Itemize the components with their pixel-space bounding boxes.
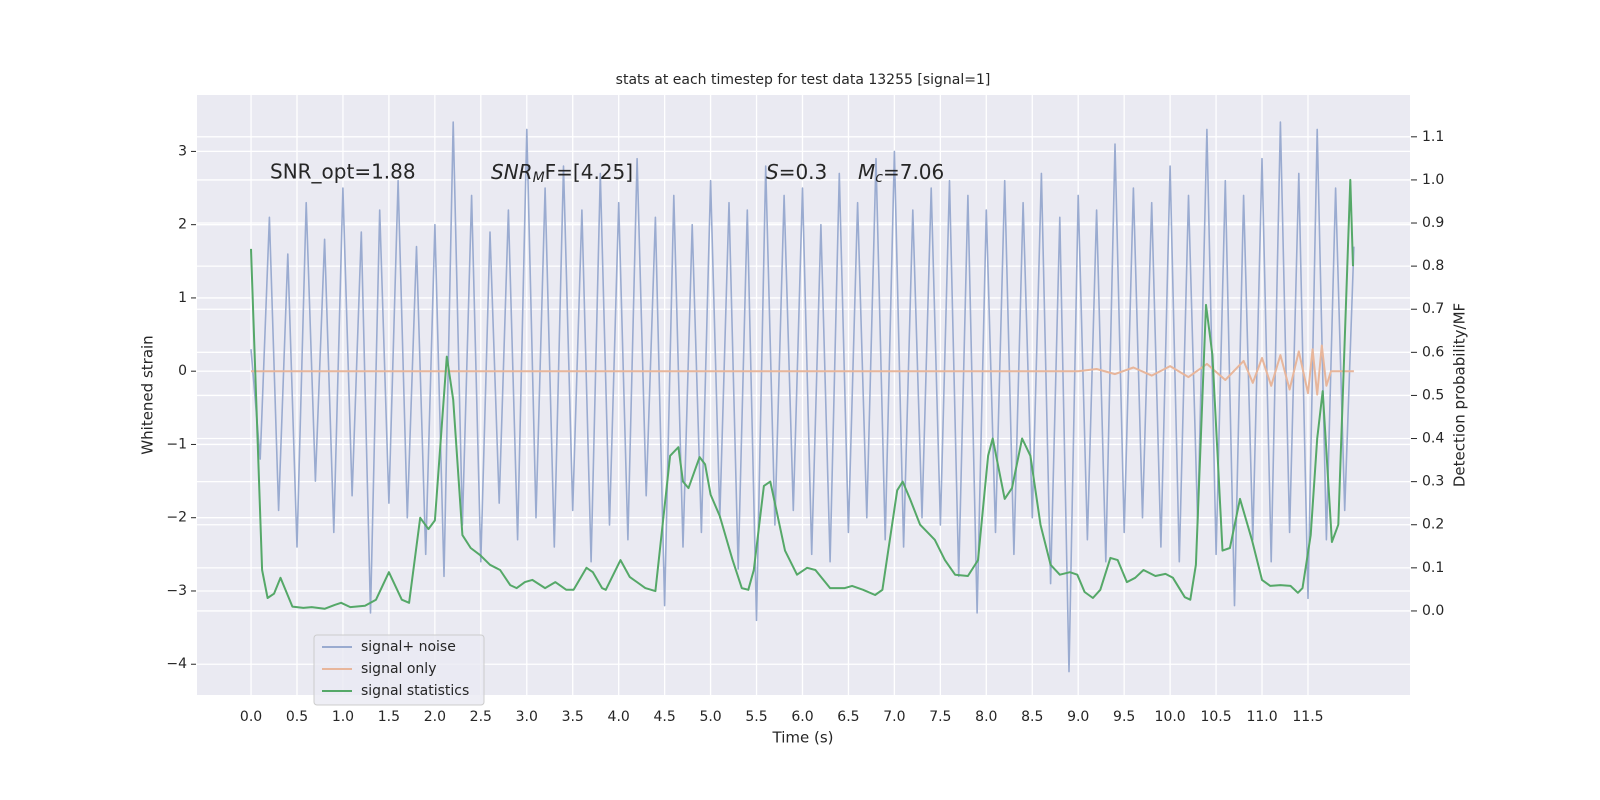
annotation: Mc=7.06 xyxy=(858,160,944,187)
chart-title: stats at each timestep for test data 132… xyxy=(616,72,991,88)
y2-tick-label: 0.6 xyxy=(1422,344,1444,360)
y2-tick-label: 0.7 xyxy=(1422,301,1444,317)
annotation-rest: =7.06 xyxy=(883,160,944,184)
y2-tick-label: 0.5 xyxy=(1422,387,1444,403)
y2-tick-label: 1.0 xyxy=(1422,172,1444,188)
y-tick-label: −4 xyxy=(166,656,187,672)
legend-label: signal statistics xyxy=(361,683,469,699)
y2-tick-label: 1.1 xyxy=(1422,129,1444,145)
x-tick-label: 1.0 xyxy=(332,709,354,725)
x-tick-label: 10.5 xyxy=(1200,709,1231,725)
annotation-base: SNR xyxy=(491,160,533,184)
x-tick-label: 9.0 xyxy=(1067,709,1089,725)
x-axis-label: Time (s) xyxy=(772,729,834,747)
legend-label: signal+ noise xyxy=(361,639,456,655)
annotation: S=0.3 xyxy=(766,160,827,184)
x-tick-label: 1.5 xyxy=(378,709,400,725)
x-tick-label: 5.0 xyxy=(699,709,721,725)
y2-tick-label: 0.0 xyxy=(1422,603,1444,619)
series-line xyxy=(251,344,1354,396)
x-tick-label: 4.5 xyxy=(653,709,675,725)
annotation-rest: F=[4.25] xyxy=(545,160,633,184)
y2-tick-label: 0.2 xyxy=(1422,517,1444,533)
x-tick-label: 3.0 xyxy=(516,709,538,725)
y2-tick-label: 0.9 xyxy=(1422,215,1444,231)
y2-tick-label: 0.3 xyxy=(1422,474,1444,490)
legend: signal+ noise signal only signal statistic… xyxy=(313,634,485,706)
x-tick-label: 6.5 xyxy=(837,709,859,725)
y2-tick-label: 0.8 xyxy=(1422,258,1444,274)
x-tick-label: 6.0 xyxy=(791,709,813,725)
x-tick-label: 7.0 xyxy=(883,709,905,725)
y-tick-label: 3 xyxy=(178,143,187,159)
y-tick-label: 1 xyxy=(178,290,187,306)
x-tick-label: 11.5 xyxy=(1292,709,1323,725)
x-tick-label: 0.5 xyxy=(286,709,308,725)
x-tick-label: 4.0 xyxy=(608,709,630,725)
y-axis-label: Whitened strain xyxy=(139,335,157,454)
y2-tick-label: 0.1 xyxy=(1422,560,1444,576)
series-line xyxy=(250,121,1355,673)
x-tick-label: 11.0 xyxy=(1246,709,1277,725)
series-line xyxy=(250,178,1354,610)
x-tick-label: 5.5 xyxy=(745,709,767,725)
y-tick-label: 2 xyxy=(178,217,187,233)
x-tick-label: 2.0 xyxy=(424,709,446,725)
legend-box xyxy=(313,634,485,706)
x-tick-label: 3.5 xyxy=(562,709,584,725)
x-tick-label: 7.5 xyxy=(929,709,951,725)
annotation-sub: M xyxy=(533,170,545,186)
y-tick-label: −2 xyxy=(166,510,187,526)
legend-label: signal only xyxy=(361,661,436,677)
annotation-sub: c xyxy=(875,170,883,186)
y2-axis-label: Detection probability/MF xyxy=(1451,303,1469,487)
annotation: SNRMF=[4.25] xyxy=(491,160,633,187)
x-tick-label: 0.0 xyxy=(240,709,262,725)
y-tick-label: −3 xyxy=(166,583,187,599)
y-tick-label: 0 xyxy=(178,363,187,379)
annotation-base: M xyxy=(858,160,875,184)
y2-tick-label: 0.4 xyxy=(1422,431,1444,447)
x-tick-label: 8.0 xyxy=(975,709,997,725)
annotation-base: S xyxy=(766,160,779,184)
y-tick-label: −1 xyxy=(166,436,187,452)
x-tick-label: 10.0 xyxy=(1155,709,1186,725)
x-tick-label: 8.5 xyxy=(1021,709,1043,725)
x-tick-label: 2.5 xyxy=(470,709,492,725)
annotation-rest: =0.3 xyxy=(779,160,828,184)
annotation: SNR_opt=1.88 xyxy=(270,160,416,184)
x-tick-label: 9.5 xyxy=(1113,709,1135,725)
